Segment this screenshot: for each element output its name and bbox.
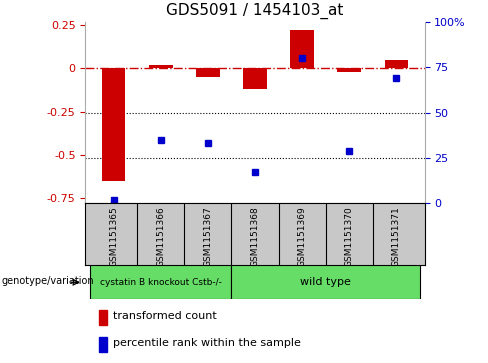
Bar [196,69,220,77]
Title: GDS5091 / 1454103_at: GDS5091 / 1454103_at [166,3,344,19]
Text: GSM1151367: GSM1151367 [203,206,212,267]
Bar [99,337,107,352]
Bar [290,30,314,69]
Bar [102,69,125,181]
Bar [99,310,107,325]
Text: GSM1151370: GSM1151370 [345,206,354,267]
Bar [90,265,231,299]
Text: GSM1151366: GSM1151366 [156,206,165,267]
Text: cystatin B knockout Cstb-/-: cystatin B knockout Cstb-/- [100,278,222,287]
Bar [385,60,408,69]
Text: wild type: wild type [300,277,351,287]
Bar [337,69,361,72]
Text: percentile rank within the sample: percentile rank within the sample [113,338,301,348]
Text: transformed count: transformed count [113,311,216,321]
Bar [243,69,267,89]
Text: GSM1151369: GSM1151369 [298,206,306,267]
Text: GSM1151368: GSM1151368 [250,206,260,267]
Text: GSM1151365: GSM1151365 [109,206,118,267]
Bar [149,65,173,69]
Text: GSM1151371: GSM1151371 [392,206,401,267]
Bar [231,265,420,299]
Text: genotype/variation: genotype/variation [2,276,94,286]
